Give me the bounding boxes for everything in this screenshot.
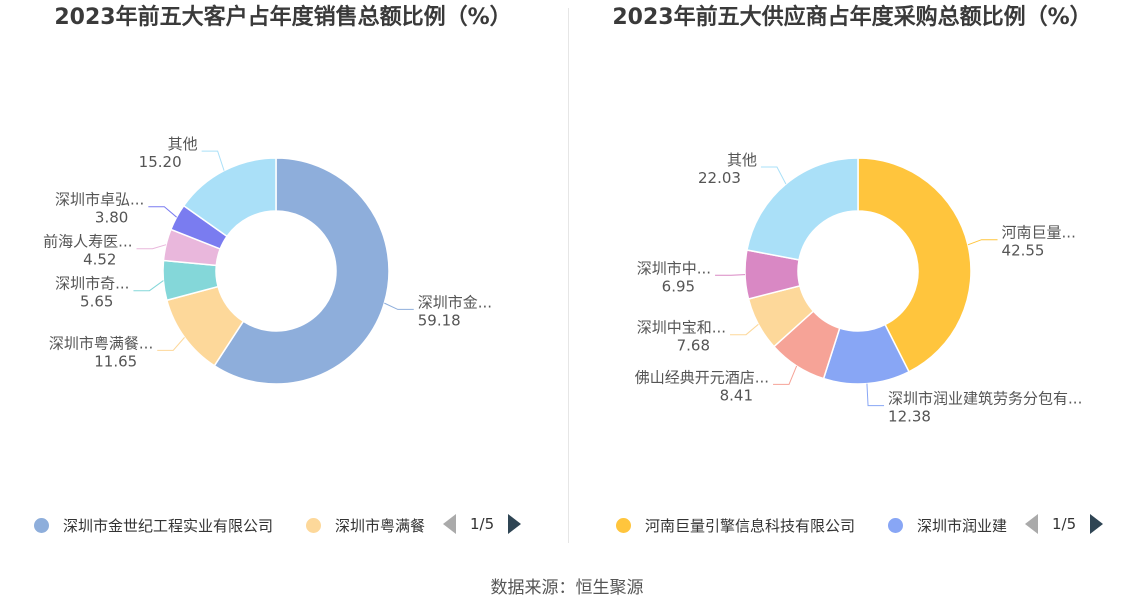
label-leader-line — [136, 244, 167, 250]
slice-value-label: 12.38 — [888, 408, 931, 426]
chart-title: 2023年前五大供应商占年度采购总额比例（%） — [612, 5, 1092, 30]
slice-label: 深圳中宝和... — [637, 319, 726, 337]
legend-page-indicator: 1/5 — [470, 515, 495, 533]
legend-item[interactable]: 深圳市粤满餐 — [306, 515, 425, 536]
legend-marker — [888, 518, 903, 533]
slice-label: 深圳市润业建筑劳务分包有... — [888, 390, 1082, 408]
slice-value-label: 22.03 — [698, 169, 741, 187]
slice-label: 深圳市粤满餐... — [49, 334, 153, 352]
slice-label: 深圳市金... — [418, 293, 492, 311]
label-leader-line — [866, 383, 885, 407]
legend-marker — [306, 518, 321, 533]
slice-value-label: 15.20 — [139, 153, 182, 171]
label-leader-line — [201, 150, 225, 171]
slice-value-label: 6.95 — [662, 277, 695, 295]
legend: 深圳市金世纪工程实业有限公司 深圳市粤满餐 1/5 — [0, 512, 566, 538]
legend-pager: 1/5 — [443, 514, 522, 534]
slice-value-label: 11.65 — [94, 352, 137, 370]
legend-page-indicator: 1/5 — [1052, 515, 1077, 533]
slice-value-label: 8.41 — [720, 386, 753, 404]
slice-label: 佛山经典开元酒店... — [635, 368, 769, 386]
slice-value-label: 4.52 — [83, 251, 116, 269]
legend-item[interactable]: 深圳市金世纪工程实业有限公司 — [34, 515, 273, 536]
supplier-chart-panel: 2023年前五大供应商占年度采购总额比例（%） 河南巨量... 42.55 深圳市润… — [570, 0, 1134, 545]
legend-marker — [34, 518, 49, 533]
label-leader-line — [157, 337, 185, 351]
legend-label: 深圳市粤满餐 — [335, 517, 426, 535]
slice-label: 深圳市卓弘... — [55, 191, 144, 209]
slice-label: 前海人寿医... — [43, 233, 132, 251]
slice-value-label: 7.68 — [677, 337, 710, 355]
label-leader-line — [133, 280, 164, 292]
panel-divider — [568, 8, 569, 543]
legend-item[interactable]: 河南巨量引擎信息科技有限公司 — [616, 515, 855, 536]
legend-next-icon[interactable] — [508, 514, 522, 534]
slice-label: 河南巨量... — [1002, 224, 1076, 242]
slice-value-label: 3.80 — [95, 209, 128, 227]
pie-slice[interactable] — [213, 157, 390, 385]
label-leader-line — [384, 302, 414, 310]
label-leader-line — [773, 365, 798, 385]
label-leader-line — [760, 166, 787, 185]
slice-label: 深圳市奇... — [55, 275, 129, 293]
pie-slice[interactable] — [746, 157, 859, 261]
legend-prev-icon[interactable] — [443, 514, 456, 534]
legend-next-icon[interactable] — [1090, 514, 1104, 534]
slice-label: 其他 — [168, 135, 198, 153]
slice-value-label: 42.55 — [1002, 242, 1045, 260]
slice-label: 深圳市中... — [637, 259, 711, 277]
label-leader-line — [715, 274, 746, 276]
legend-marker — [616, 518, 631, 533]
label-leader-line — [148, 206, 177, 218]
data-source: 数据来源：恒生聚源 — [490, 578, 644, 598]
legend-pager: 1/5 — [1025, 514, 1104, 534]
legend-label: 河南巨量引擎信息科技有限公司 — [645, 517, 856, 535]
slice-label: 其他 — [727, 151, 757, 169]
legend-label: 深圳市润业建 — [917, 517, 1008, 535]
label-leader-line — [730, 323, 759, 336]
legend-item[interactable]: 深圳市润业建 — [888, 515, 1007, 536]
legend-prev-icon[interactable] — [1025, 514, 1038, 534]
label-leader-line — [967, 239, 998, 246]
slice-value-label: 5.65 — [80, 293, 113, 311]
slice-value-label: 59.18 — [418, 311, 461, 329]
chart-title: 2023年前五大客户占年度销售总额比例（%） — [54, 5, 512, 30]
legend: 河南巨量引擎信息科技有限公司 深圳市润业建 1/5 — [570, 512, 1134, 538]
pie-slice[interactable] — [857, 157, 972, 373]
legend-label: 深圳市金世纪工程实业有限公司 — [63, 517, 274, 535]
pie-slice[interactable] — [182, 157, 277, 238]
customer-chart-panel: 2023年前五大客户占年度销售总额比例（%） 深圳市金... 59.18 其他 15.… — [0, 0, 566, 545]
